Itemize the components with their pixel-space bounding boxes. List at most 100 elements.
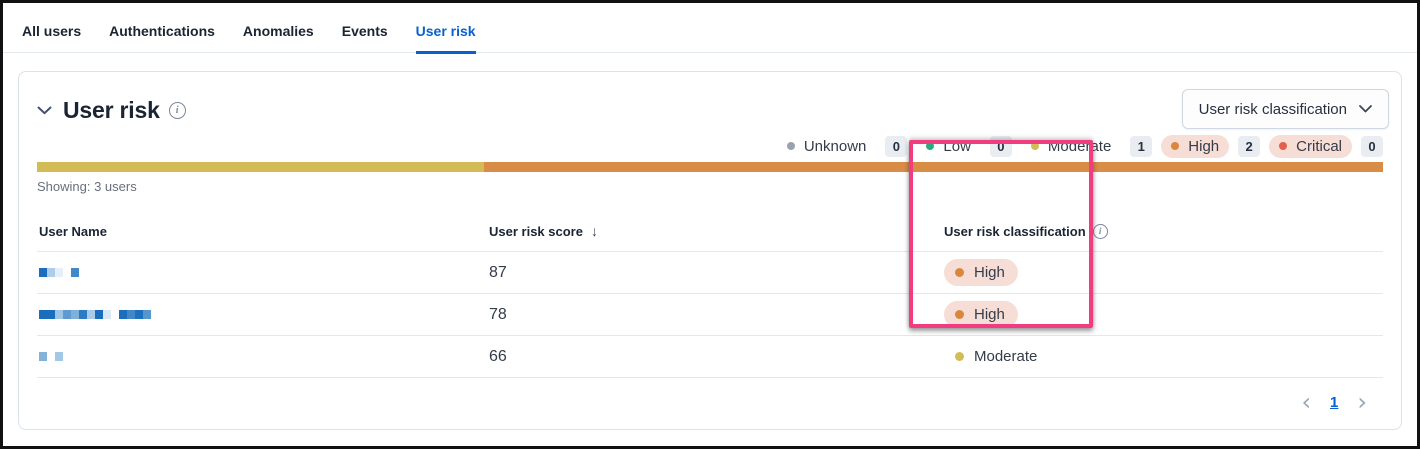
legend-label: Moderate: [1047, 137, 1112, 155]
legend-chip: Critical: [1269, 134, 1352, 158]
redaction-block: [39, 310, 47, 319]
legend-item-unknown[interactable]: Unknown 0: [777, 135, 908, 158]
legend-count-badge: 0: [885, 135, 908, 157]
legend-item-moderate[interactable]: Moderate 1: [1021, 135, 1153, 158]
column-header-user-risk-classification[interactable]: User risk classification i: [944, 223, 1383, 239]
legend: Unknown 0 Low 0 Moderate 1 High 2 Critical 0: [37, 134, 1383, 158]
next-page-icon[interactable]: ›: [1357, 388, 1367, 416]
cell-user-risk-score: 78: [489, 305, 507, 323]
legend-chip: Unknown: [777, 135, 877, 158]
showing-count-text: Showing: 3 users: [37, 179, 137, 194]
risk-distribution-bar: [37, 162, 1383, 172]
tab-events[interactable]: Events: [341, 23, 388, 39]
redaction-block: [143, 310, 151, 319]
redacted-user-name-link[interactable]: [37, 268, 489, 277]
cell-user-risk-classification: Moderate: [944, 343, 1383, 370]
redaction-block: [55, 268, 63, 277]
legend-chip: Low: [916, 135, 981, 158]
legend-label: Low: [943, 137, 971, 155]
bar-segment-high: [483, 162, 1383, 172]
risk-label: High: [974, 306, 1005, 323]
redaction-block: [47, 268, 55, 277]
redaction-block: [71, 310, 79, 319]
previous-page-icon[interactable]: ‹: [1301, 388, 1312, 416]
collapse-chevron-icon[interactable]: [37, 106, 52, 115]
redaction-block: [63, 268, 71, 277]
legend-count-badge: 0: [989, 135, 1012, 157]
redaction-block: [39, 352, 47, 361]
user-risk-table: User Name User risk score ↓ User risk cl…: [37, 211, 1383, 378]
redaction-block: [111, 310, 119, 319]
redaction-block: [47, 352, 55, 361]
legend-dot-icon: [1030, 142, 1039, 150]
tab-anomalies[interactable]: Anomalies: [242, 23, 314, 39]
redaction-block: [127, 310, 135, 319]
table-row: 78 High: [37, 294, 1383, 336]
user-risk-classification-dropdown[interactable]: User risk classification: [1181, 89, 1389, 129]
tab-all-users[interactable]: All users: [22, 23, 82, 39]
redaction-block: [55, 352, 63, 361]
redaction-block: [103, 310, 111, 319]
risk-dot-icon: [955, 352, 964, 361]
info-icon[interactable]: i: [168, 101, 186, 119]
legend-label: Critical: [1296, 137, 1342, 155]
redaction-block: [55, 310, 63, 319]
redaction-block: [135, 310, 143, 319]
redacted-user-name-link[interactable]: [37, 352, 489, 361]
dropdown-label: User risk classification: [1198, 100, 1347, 118]
legend-item-low[interactable]: Low 0: [916, 135, 1012, 158]
page-title: User risk: [63, 96, 160, 123]
risk-label: Moderate: [974, 348, 1038, 365]
table-body: 87 High 78 High 66 Moderate: [37, 252, 1383, 378]
table-header-row: User Name User risk score ↓ User risk cl…: [37, 211, 1383, 252]
legend-dot-icon: [786, 142, 795, 150]
tab-authentications[interactable]: Authentications: [109, 23, 215, 39]
redaction-block: [95, 310, 103, 319]
bar-segment-moderate: [37, 162, 484, 172]
table-row: 87 High: [37, 252, 1383, 294]
risk-label: High: [974, 264, 1005, 281]
legend-chip: Moderate: [1021, 135, 1121, 158]
redaction-block: [71, 268, 79, 277]
cell-user-name: [37, 352, 489, 361]
table-row: 66 Moderate: [37, 336, 1383, 378]
legend-item-critical[interactable]: Critical 0: [1269, 134, 1383, 158]
risk-dot-icon: [955, 268, 964, 277]
chevron-down-icon: [1359, 105, 1372, 113]
cell-user-name: [37, 268, 489, 277]
column-info-icon[interactable]: i: [1092, 223, 1108, 239]
current-page-number[interactable]: 1: [1330, 393, 1339, 411]
risk-classification-badge: Moderate: [944, 343, 1050, 370]
cell-user-risk-score: 87: [489, 263, 507, 281]
cell-user-name: [37, 310, 489, 319]
cell-user-risk-score: 66: [489, 347, 507, 365]
redacted-user-name-link[interactable]: [37, 310, 489, 319]
redaction-block: [47, 310, 55, 319]
column-header-user-risk-score[interactable]: User risk score ↓: [489, 223, 598, 239]
risk-dot-icon: [955, 310, 964, 319]
legend-label: High: [1188, 137, 1220, 155]
tab-bar: All users Authentications Anomalies Even…: [3, 3, 1417, 54]
legend-chip: High: [1161, 134, 1230, 158]
legend-count-badge: 2: [1238, 135, 1261, 157]
cell-user-risk-classification: High: [944, 259, 1383, 286]
pagination: ‹ 1 ›: [37, 378, 1383, 426]
legend-dot-icon: [926, 142, 935, 150]
legend-count-badge: 0: [1361, 135, 1383, 157]
legend-dot-icon: [1279, 142, 1288, 150]
tab-user-risk[interactable]: User risk: [415, 23, 476, 54]
sort-descending-icon[interactable]: ↓: [590, 223, 598, 239]
legend-dot-icon: [1171, 142, 1180, 150]
risk-classification-badge: High: [944, 259, 1018, 286]
redaction-block: [63, 310, 71, 319]
cell-user-risk-classification: High: [944, 301, 1383, 328]
column-header-user-name[interactable]: User Name: [39, 223, 107, 239]
redaction-block: [79, 310, 87, 319]
redaction-block: [39, 268, 47, 277]
panel-header: User risk i User risk classification: [37, 88, 1389, 132]
redaction-block: [87, 310, 95, 319]
legend-count-badge: 1: [1130, 135, 1153, 157]
legend-item-high[interactable]: High 2: [1161, 134, 1261, 158]
user-risk-panel: User risk i User risk classification Unk…: [18, 71, 1402, 430]
